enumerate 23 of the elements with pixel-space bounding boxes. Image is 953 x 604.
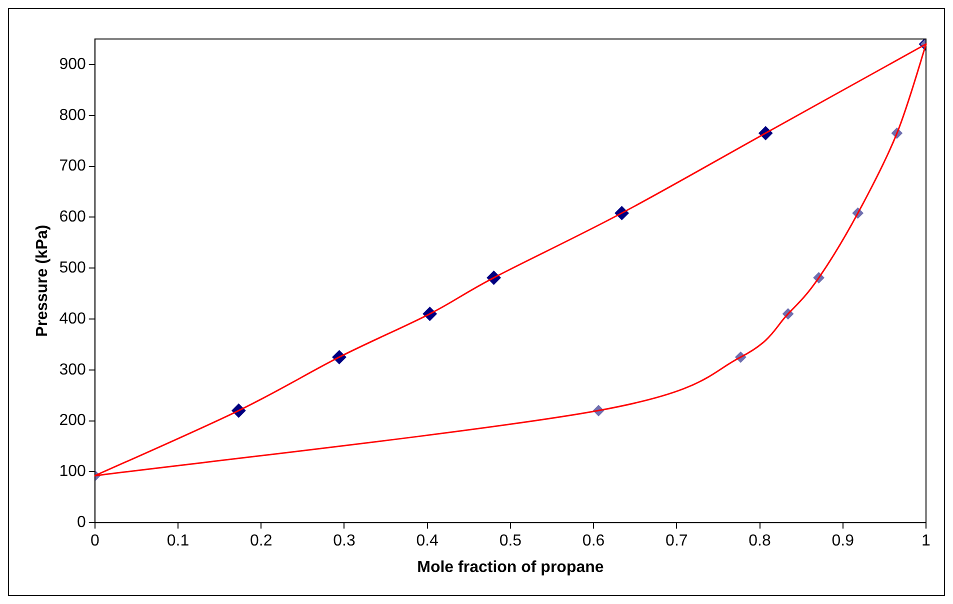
x-tick-label: 0.6	[582, 532, 605, 550]
y-tick-label: 700	[59, 158, 86, 175]
x-tick-label: 0.2	[250, 532, 272, 550]
y-tick-label: 400	[59, 310, 86, 328]
y-tick-label: 500	[59, 259, 86, 276]
y-axis-title: Pressure (kPa)	[34, 224, 52, 337]
x-tick-label: 0.4	[416, 532, 439, 550]
y-tick-label: 200	[59, 412, 86, 430]
x-axis-title: Mole fraction of propane	[417, 558, 604, 576]
x-tick-label: 0.7	[666, 532, 688, 550]
y-tick-label: 0	[76, 514, 86, 532]
y-tick-label: 800	[59, 106, 86, 124]
x-tick-label: 0.9	[832, 532, 854, 550]
x-tick-label: 0.8	[748, 532, 771, 550]
y-tick-label: 900	[59, 56, 86, 73]
x-tick-label: 0.1	[166, 532, 190, 550]
x-tick-label: 1	[922, 532, 931, 550]
y-tick-label: 300	[59, 361, 86, 378]
y-tick-label: 100	[59, 463, 86, 480]
y-tick-label: 600	[59, 208, 86, 226]
x-tick-label: 0	[90, 532, 100, 550]
x-tick-label: 0.5	[499, 532, 522, 550]
x-tick-label: 0.3	[333, 532, 356, 550]
